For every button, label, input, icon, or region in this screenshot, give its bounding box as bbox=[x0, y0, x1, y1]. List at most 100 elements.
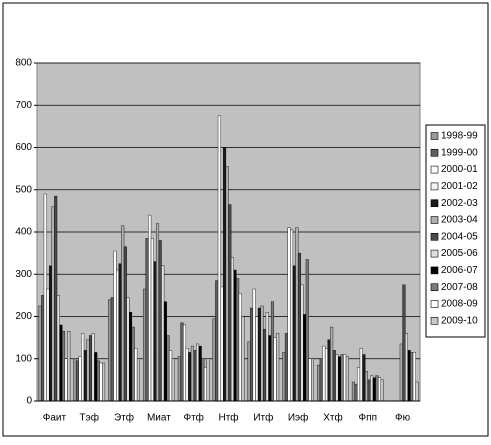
bar bbox=[263, 328, 267, 402]
x-tick-label: Фтф bbox=[183, 412, 203, 424]
bar bbox=[233, 269, 237, 402]
x-tick-label: Миат bbox=[147, 413, 171, 424]
bar bbox=[268, 335, 272, 402]
legend-swatch bbox=[430, 283, 439, 292]
bar bbox=[412, 352, 416, 402]
bar bbox=[206, 358, 210, 402]
bar bbox=[319, 358, 323, 402]
bar bbox=[78, 356, 82, 402]
bar bbox=[305, 259, 309, 402]
bar bbox=[375, 375, 379, 402]
bar bbox=[354, 383, 358, 402]
x-tick-label: Тэф bbox=[80, 412, 99, 424]
bar bbox=[136, 358, 140, 402]
bar bbox=[148, 214, 152, 402]
legend-label: 2005-06 bbox=[441, 248, 478, 259]
bar bbox=[260, 305, 264, 402]
bar bbox=[123, 246, 127, 402]
y-tick-label: 0 bbox=[26, 396, 32, 407]
bar bbox=[250, 307, 254, 402]
x-tick-label: Фю bbox=[395, 413, 411, 424]
bar bbox=[201, 358, 205, 402]
bar bbox=[54, 195, 58, 402]
bar bbox=[215, 280, 219, 402]
bar bbox=[171, 358, 175, 402]
bar bbox=[59, 324, 63, 402]
bar bbox=[324, 347, 328, 402]
bar bbox=[228, 204, 232, 402]
bar bbox=[220, 286, 224, 402]
legend-label: 2000-01 bbox=[441, 164, 478, 175]
bar bbox=[257, 307, 261, 402]
legend-label: 2003-04 bbox=[441, 215, 478, 226]
bar bbox=[402, 284, 406, 402]
bar bbox=[343, 354, 347, 402]
y-tick-label: 300 bbox=[15, 269, 32, 280]
bar bbox=[163, 301, 167, 402]
y-tick-label: 600 bbox=[15, 142, 32, 153]
bar bbox=[177, 356, 181, 402]
bar bbox=[48, 265, 52, 402]
bar bbox=[183, 324, 187, 402]
bar bbox=[236, 278, 240, 402]
bar bbox=[303, 314, 307, 402]
bar bbox=[38, 305, 42, 402]
bar bbox=[91, 333, 95, 402]
bar bbox=[340, 354, 344, 402]
y-tick-label: 800 bbox=[15, 58, 32, 69]
bar bbox=[276, 333, 280, 402]
bar bbox=[73, 358, 77, 402]
bar bbox=[158, 240, 162, 402]
bar bbox=[83, 350, 87, 402]
bar bbox=[295, 227, 299, 402]
bar bbox=[255, 316, 259, 402]
bar bbox=[116, 269, 120, 402]
legend-label: 2008-09 bbox=[441, 299, 478, 310]
bar bbox=[359, 347, 363, 402]
bar bbox=[217, 115, 221, 402]
bar bbox=[290, 229, 294, 402]
x-tick-label: Иэф bbox=[288, 412, 309, 424]
bar bbox=[247, 341, 251, 402]
y-tick-label: 400 bbox=[15, 227, 32, 238]
x-tick-label: Хтф bbox=[323, 412, 342, 424]
bar bbox=[370, 375, 374, 402]
legend-label: 1998-99 bbox=[441, 131, 478, 142]
bar bbox=[380, 379, 384, 402]
bar bbox=[364, 371, 368, 402]
bar bbox=[196, 343, 200, 402]
bar bbox=[337, 356, 341, 402]
bar bbox=[327, 339, 331, 402]
bar bbox=[273, 337, 277, 402]
bar bbox=[345, 356, 349, 402]
bar bbox=[75, 360, 79, 402]
bar bbox=[108, 299, 112, 402]
bar bbox=[405, 333, 409, 402]
legend-label: 2009-10 bbox=[441, 315, 478, 326]
bar bbox=[102, 362, 106, 402]
bar bbox=[126, 297, 130, 402]
bar bbox=[169, 350, 173, 402]
bar bbox=[367, 379, 371, 402]
bar bbox=[223, 147, 227, 402]
bar bbox=[118, 263, 122, 402]
bar bbox=[252, 288, 256, 402]
bar bbox=[142, 288, 147, 402]
bar bbox=[62, 331, 66, 402]
y-tick-label: 500 bbox=[15, 184, 32, 195]
bar bbox=[166, 335, 170, 402]
legend-swatch bbox=[430, 132, 439, 140]
bar bbox=[96, 360, 100, 402]
x-tick-label: Фпп bbox=[359, 413, 377, 424]
bar bbox=[212, 318, 216, 402]
bar bbox=[180, 322, 184, 402]
x-tick-label: Фаит bbox=[43, 413, 67, 424]
bar bbox=[310, 358, 315, 402]
bar bbox=[241, 316, 245, 402]
bar bbox=[43, 193, 47, 402]
legend-swatch bbox=[430, 199, 439, 207]
bar bbox=[265, 312, 269, 402]
bar bbox=[308, 358, 312, 402]
bar bbox=[185, 347, 189, 402]
bar bbox=[145, 238, 149, 402]
